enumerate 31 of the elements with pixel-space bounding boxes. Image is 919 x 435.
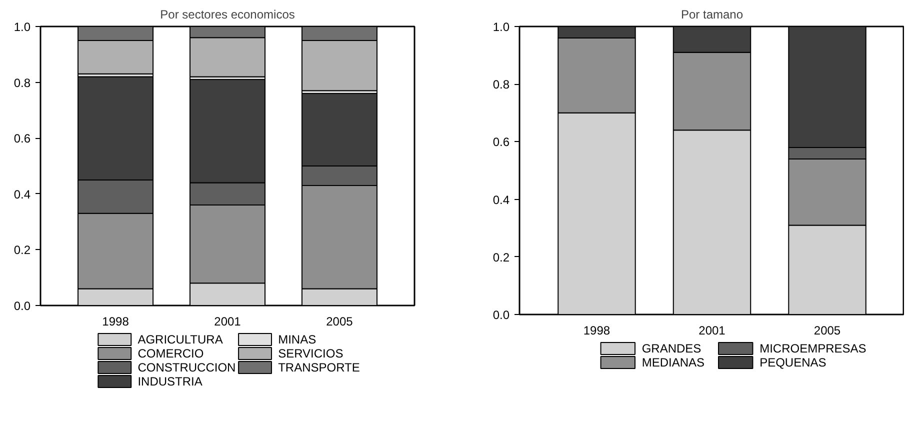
y-tick-label: 0.2 — [14, 243, 31, 258]
legend-label: MEDIANAS — [642, 356, 705, 370]
chart-title: Por tamano — [680, 8, 744, 22]
legend-label: AGRICULTURA — [138, 332, 223, 346]
x-tick-label: 2005 — [326, 314, 354, 328]
y-tick-label: 0.8 — [14, 76, 31, 90]
y-tick-label: 0.4 — [492, 192, 510, 207]
y-tick-label: 0.0 — [492, 308, 510, 322]
y-tick-label: 0.6 — [14, 132, 31, 146]
y-tick-label: 1.0 — [14, 20, 31, 34]
legend-label: INDUSTRIA — [138, 374, 202, 388]
chart-title: Por sectores economicos — [160, 8, 295, 22]
y-tick-label: 1.0 — [492, 20, 510, 34]
x-tick-label: 2001 — [214, 314, 242, 328]
y-tick-label: 0.2 — [492, 250, 510, 264]
legend-label: CONSTRUCCION — [138, 360, 236, 374]
x-tick-label: 1998 — [102, 314, 130, 328]
y-tick-label: 0.6 — [492, 135, 510, 150]
legend-label: COMERCIO — [138, 346, 204, 360]
legend-label: MINAS — [278, 332, 316, 346]
x-tick-label: 2001 — [698, 324, 726, 338]
x-tick-label: 1998 — [583, 324, 610, 338]
legend-label: SERVICIOS — [278, 346, 344, 360]
legend-label: MICROEMPRESAS — [760, 342, 866, 356]
legend-label: TRANSPORTE — [278, 360, 360, 374]
y-tick-label: 0.8 — [492, 78, 510, 92]
y-tick-label: 0.0 — [14, 299, 31, 313]
y-tick-label: 0.4 — [14, 187, 31, 202]
x-tick-label: 2005 — [814, 324, 841, 338]
legend-label: PEQUENAS — [760, 356, 826, 370]
legend-label: GRANDES — [642, 342, 702, 356]
